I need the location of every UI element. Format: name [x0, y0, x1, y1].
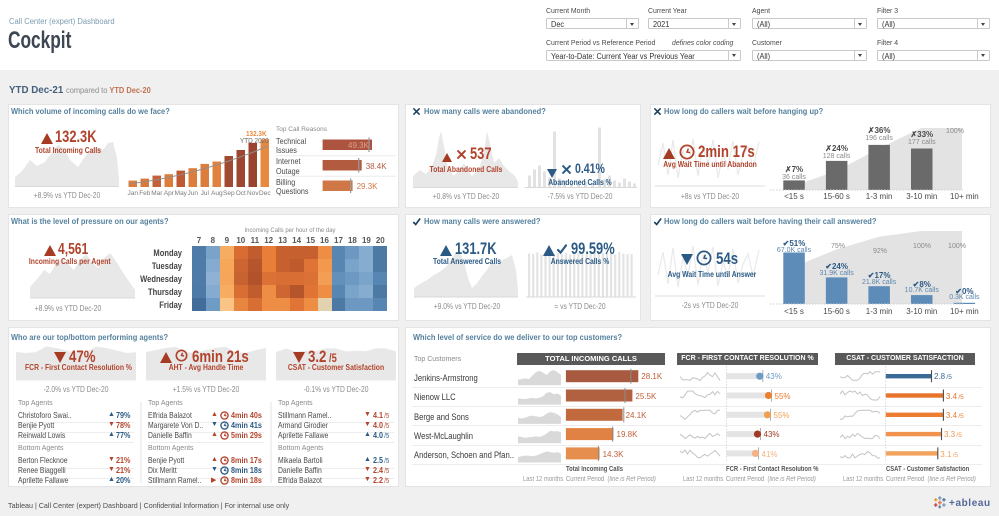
svg-text:+ableau: +ableau [949, 498, 991, 509]
